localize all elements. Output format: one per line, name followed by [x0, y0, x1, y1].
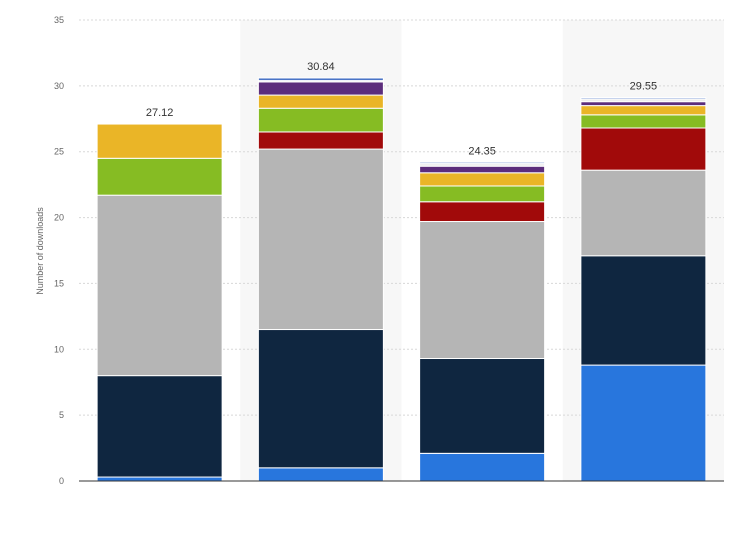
- y-tick-label: 0: [59, 476, 64, 486]
- bar-segment: [96, 123, 223, 159]
- bar-segment: [580, 127, 707, 171]
- y-tick-label: 10: [54, 344, 64, 354]
- y-tick-label: 15: [54, 278, 64, 288]
- bar-segment: [419, 452, 546, 482]
- y-tick-label: 20: [54, 213, 64, 223]
- bar-segment: [257, 329, 384, 469]
- bar-segment: [257, 94, 384, 109]
- y-tick-label: 5: [59, 410, 64, 420]
- bar-segment: [257, 77, 384, 82]
- bar-segment: [580, 101, 707, 107]
- total-label: 24.35: [468, 145, 496, 157]
- bar-segment: [96, 375, 223, 478]
- bars: [96, 77, 707, 482]
- y-tick-label: 35: [54, 15, 64, 25]
- bar-segment: [419, 172, 546, 187]
- bar-segment: [419, 165, 546, 174]
- bar-segment: [96, 194, 223, 377]
- bar-segment: [257, 467, 384, 482]
- bar-segment: [580, 105, 707, 116]
- total-label: 29.55: [630, 81, 658, 93]
- total-label: 30.84: [307, 61, 335, 73]
- bar-segment: [419, 221, 546, 360]
- bar-segment: [580, 97, 707, 100]
- total-label: 27.12: [146, 107, 174, 119]
- bar-segment: [419, 161, 546, 165]
- bar-segment: [257, 107, 384, 133]
- total-labels: 27.12 30.84 24.35 29.55: [146, 61, 657, 157]
- bar-segment: [580, 255, 707, 366]
- y-axis-label: Number of downloads: [35, 207, 45, 295]
- bar-segment: [257, 81, 384, 96]
- bar-segment: [96, 476, 223, 482]
- y-tick-label: 25: [54, 147, 64, 157]
- y-axis-ticks: 0 5 10 15 20 25 30 35: [54, 15, 64, 486]
- bar-segment: [419, 185, 546, 203]
- bar-segment: [580, 169, 707, 257]
- bar-segment: [580, 114, 707, 129]
- bar-segment: [96, 157, 223, 196]
- bar-segment: [257, 148, 384, 331]
- bar-segment: [419, 358, 546, 454]
- bar-segment: [419, 201, 546, 223]
- bar-segment: [257, 131, 384, 150]
- y-tick-label: 30: [54, 81, 64, 91]
- bar-segment: [580, 364, 707, 482]
